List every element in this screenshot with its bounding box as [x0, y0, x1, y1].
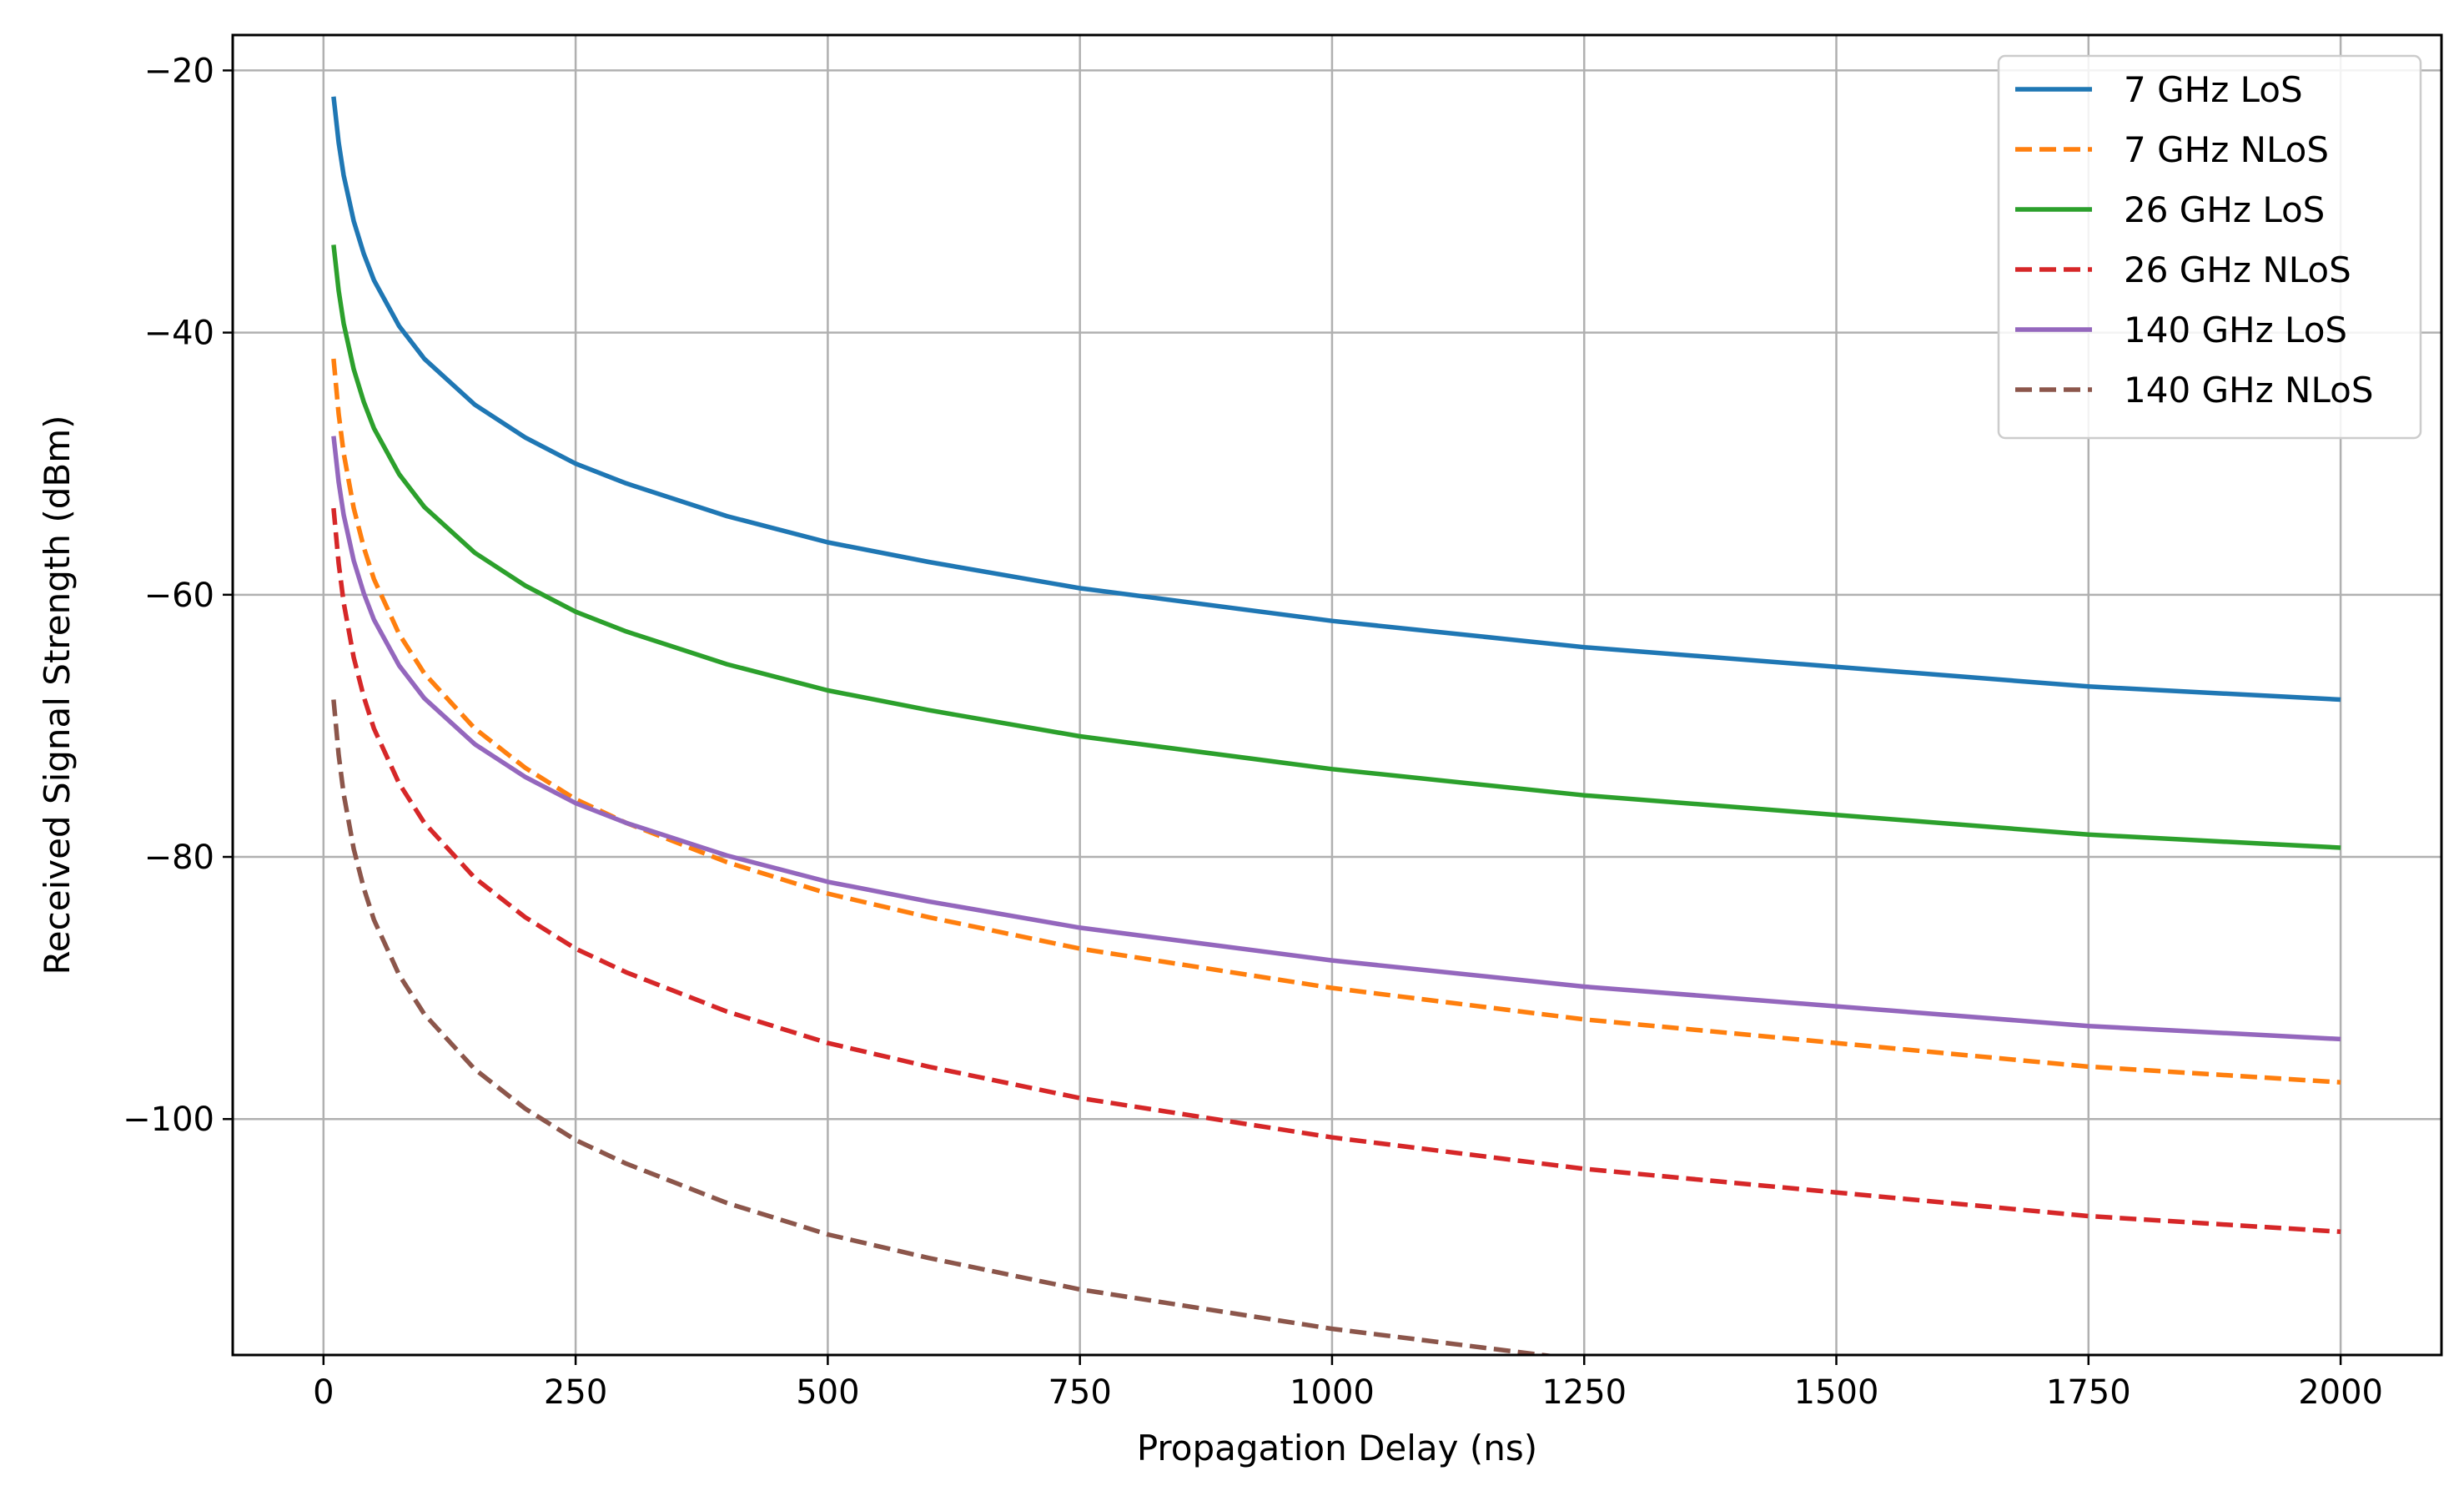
y-tick-label: −40 — [144, 315, 214, 353]
x-tick-label: 500 — [796, 1373, 859, 1412]
y-tick-label: −60 — [144, 577, 214, 615]
axis-ticks: 0 250 500 750 1000 1250 1500 1750 2000 −20 −40 −60 −… — [123, 52, 2383, 1412]
series-line-2 — [331, 358, 2341, 1085]
legend: 7 GHz LoS 7 GHz NLoS 26 GHz LoS 26 GHz NLoS… — [1997, 54, 2422, 440]
series-lines — [331, 96, 2341, 1355]
legend-label: 26 GHz NLoS — [2124, 249, 2351, 290]
x-tick-label: 250 — [544, 1373, 607, 1412]
legend-label: 26 GHz LoS — [2124, 189, 2325, 230]
x-axis-label: Propagation Delay (ns) — [1137, 1428, 1537, 1468]
legend-label: 140 GHz NLoS — [2124, 370, 2373, 411]
series-line-3 — [331, 244, 2341, 850]
legend-label: 7 GHz LoS — [2124, 69, 2303, 110]
legend-label: 7 GHz NLoS — [2124, 129, 2329, 170]
x-tick-label: 0 — [313, 1373, 334, 1412]
x-tick-label: 1250 — [1541, 1373, 1627, 1412]
legend-box — [1997, 54, 2422, 440]
series-line-1 — [331, 96, 2341, 703]
y-tick-label: −80 — [144, 839, 214, 877]
x-tick-label: 2000 — [2298, 1373, 2383, 1412]
x-tick-label: 1750 — [2046, 1373, 2131, 1412]
series-line-6 — [331, 699, 1561, 1355]
y-tick-label: −20 — [144, 52, 214, 90]
x-tick-label: 1500 — [1794, 1373, 1879, 1412]
plot-frame — [231, 33, 2443, 1357]
x-tick-label: 750 — [1048, 1373, 1111, 1412]
y-axis-label: Received Signal Strength (dBm) — [37, 416, 78, 975]
y-tick-label: −100 — [123, 1101, 214, 1139]
series-line-4 — [331, 507, 2341, 1235]
x-tick-label: 1000 — [1290, 1373, 1375, 1412]
series-line-5 — [331, 436, 2341, 1042]
legend-label: 140 GHz LoS — [2124, 310, 2347, 350]
